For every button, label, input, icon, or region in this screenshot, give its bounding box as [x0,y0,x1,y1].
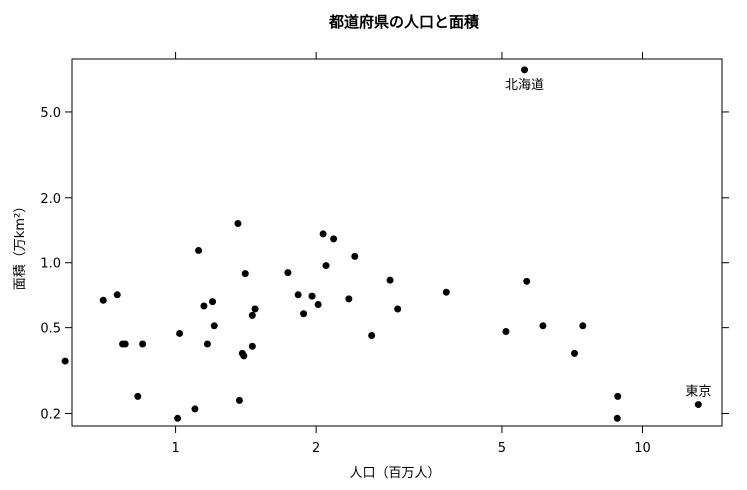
data-point [248,342,256,350]
chart-title: 都道府県の人口と面積 [328,13,480,31]
data-point [284,269,292,277]
y-axis-label: 面積（万km²） [13,200,28,290]
data-point [345,295,353,303]
data-point [200,302,208,310]
data-point [174,414,182,422]
x-tick-label: 2 [312,441,320,456]
data-point [351,252,359,260]
data-point [235,396,243,404]
data-point [203,340,211,348]
point-label: 東京 [685,384,711,400]
plot-frame [71,58,723,427]
data-point [386,276,394,284]
data-point [248,311,256,319]
data-point [121,340,129,348]
data-point [139,340,147,348]
data-point [502,327,510,335]
data-point [368,331,376,339]
data-point [394,305,402,313]
data-point [191,405,199,413]
data-point [694,401,702,409]
data-point [579,322,587,330]
data-point [234,220,242,228]
data-point [330,235,338,243]
data-point [99,296,107,304]
data-point [195,246,203,254]
data-point [539,322,547,330]
data-point [294,291,302,299]
data-point [308,292,316,300]
data-point [319,230,327,238]
data-point [442,288,450,296]
point-label: 北海道 [505,78,544,93]
data-point [613,414,621,422]
data-point [314,301,322,309]
y-tick-label: 5.0 [40,106,61,121]
data-point [322,262,330,270]
data-point [209,298,217,306]
x-axis-label: 人口（百万人） [349,466,440,481]
x-tick-label: 1 [171,441,179,456]
x-tick-label: 10 [634,441,651,456]
y-tick-label: 1.0 [40,257,61,272]
data-point [570,349,578,357]
data-point [113,291,121,299]
data-point [240,352,248,360]
y-tick-label: 2.0 [40,192,61,207]
data-point [251,305,259,313]
y-tick-label: 0.5 [40,322,61,337]
data-point [134,392,142,400]
x-tick-label: 5 [498,441,506,456]
data-point [300,310,308,318]
data-point [210,322,218,330]
data-point [61,357,69,365]
data-point [241,270,249,278]
data-point [614,392,622,400]
data-point [521,66,529,74]
data-point [523,277,531,285]
axis-ticks: 1 2 5 10 0.2 0.5 1.0 2.0 5.0 [40,52,729,456]
y-tick-label: 0.2 [40,407,61,422]
data-point [176,329,184,337]
